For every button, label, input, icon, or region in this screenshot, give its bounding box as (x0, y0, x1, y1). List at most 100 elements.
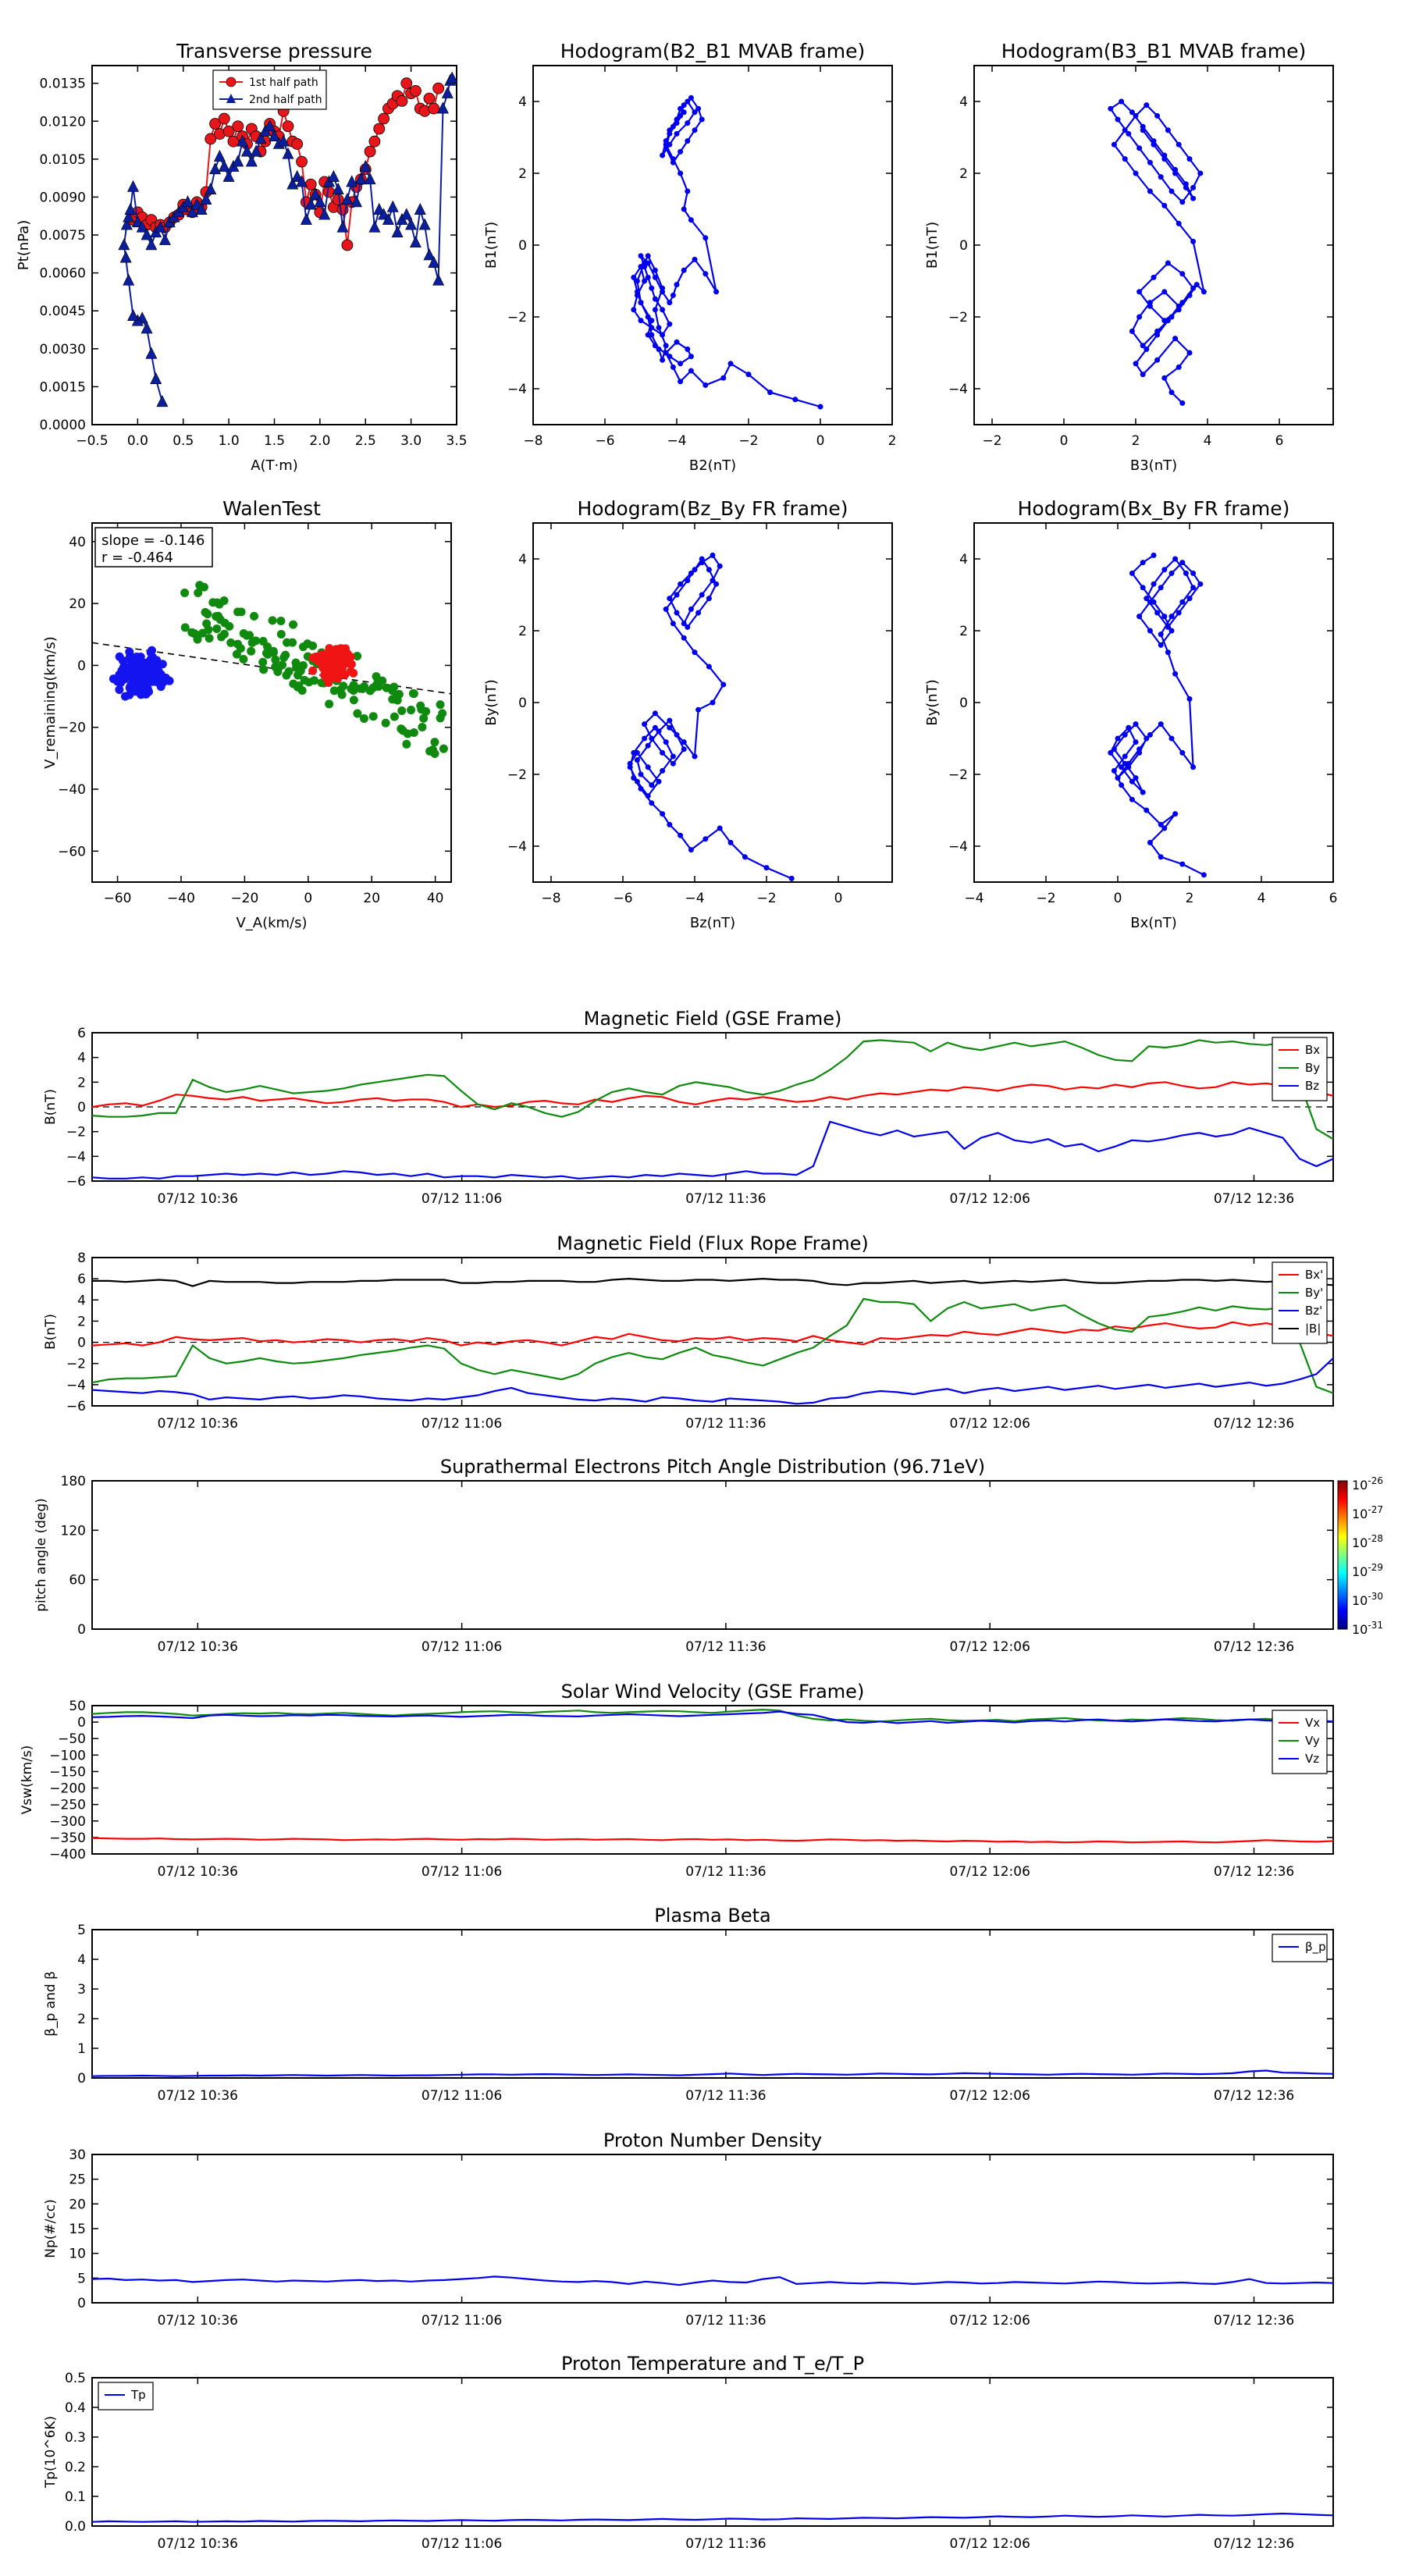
data-point (1111, 746, 1117, 753)
data-point (631, 775, 637, 781)
scatter-point (204, 625, 213, 635)
scatter-point (397, 706, 407, 716)
data-point (1190, 285, 1197, 291)
data-point (1186, 596, 1193, 602)
y-tick-label: 4 (959, 552, 968, 568)
scatter-point (115, 652, 124, 661)
y-tick-label: −2 (507, 767, 527, 783)
series-line (92, 1357, 1333, 1405)
scatter-point (365, 686, 375, 696)
data-point (702, 235, 709, 241)
data-point (660, 332, 666, 338)
data-point (670, 159, 676, 165)
plot-frame (973, 65, 1334, 425)
scatter-point (303, 639, 312, 649)
plot-area (118, 71, 457, 407)
data-point (1129, 778, 1135, 785)
scatter-point (147, 646, 156, 655)
data-point (678, 379, 684, 385)
y-axis-label: Vsw(km/s) (20, 1745, 35, 1815)
y-tick-label: 40 (69, 535, 86, 550)
data-point (1151, 581, 1157, 587)
data-point (1158, 721, 1164, 728)
x-tick-label: 0 (816, 433, 825, 449)
data-point (1136, 746, 1143, 753)
scatter-point (205, 634, 214, 643)
scatter-point (381, 718, 390, 728)
data-point (123, 210, 135, 222)
series-line (92, 1837, 1333, 1844)
data-point (1168, 735, 1175, 742)
y-tick-label: −400 (49, 1847, 86, 1863)
data-point (674, 731, 680, 738)
data-point (685, 138, 691, 144)
data-point (1133, 170, 1139, 176)
data-point (710, 552, 716, 558)
data-point (660, 811, 666, 817)
plot-area (627, 552, 795, 881)
data-point (1126, 760, 1132, 767)
scatter-point (259, 665, 269, 674)
series-line (1109, 554, 1204, 876)
data-point (1161, 289, 1168, 295)
data-point (678, 361, 684, 367)
y-tick-label: 0.0000 (40, 418, 86, 433)
panel-h1: Hodogram(B2_B1 MVAB frame) −8 −6 −4 −2 0 2 −4 −2… (483, 40, 896, 474)
data-point (205, 133, 217, 145)
data-point (1158, 642, 1164, 648)
scatter-point (258, 657, 268, 667)
data-point (670, 753, 676, 760)
data-point (1158, 585, 1164, 591)
data-point (817, 404, 823, 410)
plot-frame (973, 522, 1334, 883)
scatter-point (214, 611, 223, 621)
data-point (649, 318, 655, 324)
y-tick-label: −4 (948, 382, 968, 397)
panel-ts_beta: Plasma Beta 07/12 10:36 07/12 11:06 07/12 1… (43, 1905, 1334, 2104)
data-point (1179, 271, 1186, 277)
x-tick-label: 07/12 11:36 (685, 2088, 766, 2104)
y-tick-label: 20 (69, 596, 86, 612)
data-point (634, 778, 640, 785)
chart-title: Suprathermal Electrons Pitch Angle Distr… (440, 1456, 985, 1478)
legend-label: |B| (1305, 1322, 1321, 1336)
y-axis-label: V_remaining(km/s) (42, 636, 59, 769)
y-tick-label: 3 (77, 1982, 86, 1998)
data-point (1122, 127, 1128, 133)
data-point (678, 148, 684, 155)
data-point (1190, 184, 1197, 190)
data-point (685, 578, 691, 584)
legend-label: Bx (1305, 1043, 1320, 1057)
data-point (660, 152, 666, 158)
data-point (200, 193, 212, 205)
data-point (634, 278, 640, 284)
y-tick-label: 4 (77, 1952, 86, 1968)
data-point (681, 746, 687, 753)
x-tick-label: 1.0 (219, 433, 240, 449)
scatter-point (226, 638, 236, 647)
data-point (1122, 156, 1128, 162)
data-point (1147, 731, 1153, 738)
y-tick-label: −4 (66, 1149, 86, 1165)
scatter-point (409, 689, 418, 699)
legend-label: Bz (1305, 1079, 1319, 1093)
scatter-point (138, 664, 148, 673)
data-point (364, 173, 376, 185)
data-point (304, 178, 317, 190)
data-point (631, 307, 637, 313)
data-point (1129, 570, 1135, 576)
data-point (1190, 195, 1197, 201)
scatter-point (368, 712, 378, 721)
legend-label: Bz' (1305, 1304, 1322, 1318)
scatter-point (325, 644, 334, 653)
scatter-point (331, 671, 340, 681)
x-tick-label: −2 (756, 891, 776, 906)
data-point (1133, 775, 1139, 781)
data-point (346, 175, 358, 187)
data-point (685, 188, 691, 194)
data-point (396, 94, 408, 107)
x-tick-label: 07/12 12:36 (1214, 2088, 1294, 2104)
scatter-point (397, 724, 406, 734)
scatter-point (148, 677, 158, 686)
data-point (418, 218, 431, 230)
